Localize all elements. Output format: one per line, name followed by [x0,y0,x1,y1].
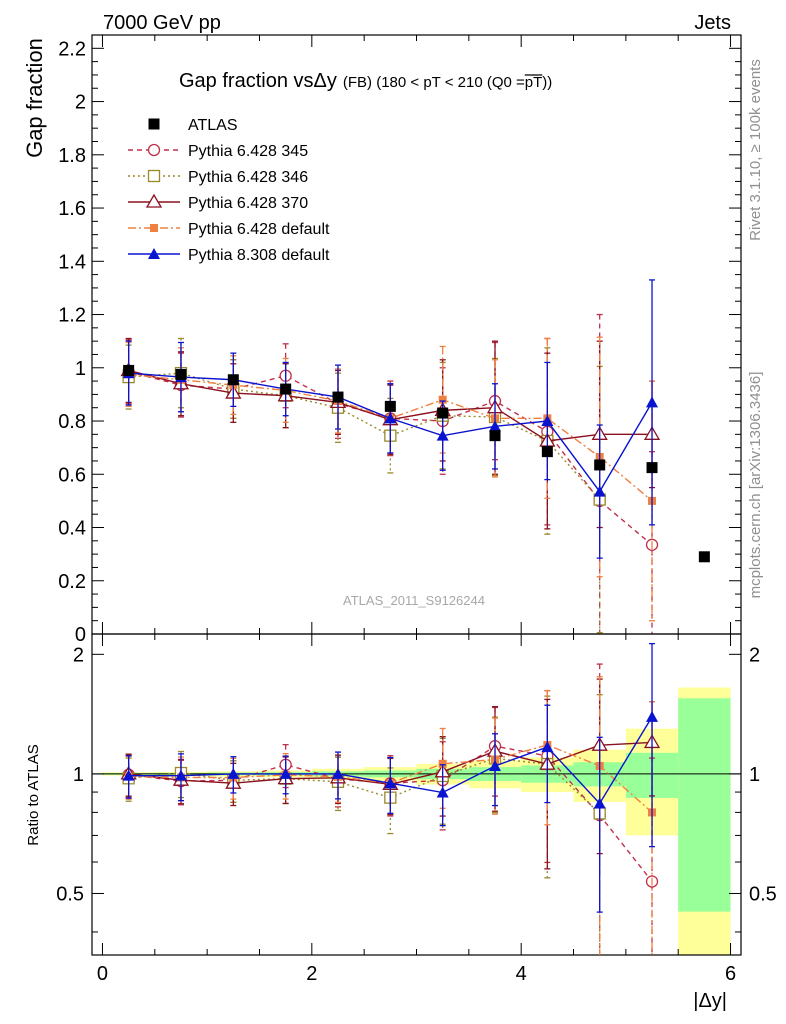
legend-label: Pythia 6.428 default [188,221,330,238]
band-inner [678,698,731,912]
ratio-axis-label: Ratio to ATLAS [25,744,42,845]
y-tick-label: 0.6 [58,464,86,486]
atlas-point [489,430,501,442]
title-main: Gap fraction vs [179,70,314,92]
data-point [227,767,240,779]
data-point [489,420,502,432]
y-tick-label: 1.2 [58,305,86,327]
ratio-tick-label: 1 [749,764,760,786]
ratio-tick-label: 1 [73,764,84,786]
data-point [593,797,606,809]
y-tick-label: 2.2 [58,38,86,60]
atlas-point [594,459,606,471]
legend-label: Pythia 6.428 346 [188,169,308,186]
data-point [438,395,447,404]
data-point [436,429,449,441]
data-point [489,759,502,771]
series-line [128,745,653,882]
atlas-point [175,368,187,380]
atlas-point [384,400,396,412]
data-point [331,767,344,779]
atlas-point [280,383,292,395]
title-overlined: pT [525,74,543,91]
atlas-point [123,364,135,376]
x-axis-label: |Δy| [693,990,727,1012]
legend-marker [148,118,160,130]
y-tick-label: 1.6 [58,198,86,220]
atlas-point [698,551,710,563]
y-tick-label: 0.8 [58,411,86,433]
header-jets: Jets [694,12,731,34]
legend-marker [148,248,160,259]
data-point [541,415,554,427]
y-tick-label: 1 [75,358,86,380]
ratio-panel: 0 2 4 6 0.5 0.5 1 1 2 2 [56,633,777,985]
mcplots-source-label: mcplots.cern.ch [arXiv:1306.3436] [747,372,764,599]
legend-marker [147,143,161,157]
ratio-series-4 [122,642,659,913]
data-point [436,786,449,798]
legend-label: Pythia 8.308 default [188,247,330,264]
data-point [646,396,659,408]
data-point [541,741,554,753]
data-point [438,759,447,768]
atlas-point [541,446,553,458]
legend-marker [147,169,161,183]
ratio-tick-label: 0.5 [749,883,777,905]
data-point [593,485,606,497]
rivet-version-label: Rivet 3.1.10, ≥ 100k events [747,59,764,241]
y-tick-label: 1.8 [58,145,86,167]
atlas-point [437,407,449,419]
y-tick-label: 0 [75,624,86,646]
data-point [122,769,135,781]
data-point [279,767,292,779]
title-end: )) [542,74,552,91]
series-line [128,372,601,501]
data-point [384,777,397,789]
header-energy: 7000 GeV pp [103,12,221,34]
ratio-tick-label: 0.5 [56,883,84,905]
x-tick-label: 6 [725,963,736,985]
y-tick-label: 0.4 [58,518,86,540]
ratio-tick-label: 2 [73,644,84,666]
chart-title: Gap fraction vsΔy (FB) (180 < pT < 210 (Q… [179,70,552,92]
legend-marker [145,193,163,208]
legend-label: Pythia 6.428 370 [188,195,308,212]
y-axis-label: Gap fraction [22,38,47,158]
legend-label: Pythia 6.428 345 [188,143,308,160]
y-tick-label: 2 [75,92,86,114]
atlas-point [332,391,344,403]
legend: ATLAS Pythia 6.428 345 Pythia 6.428 346 Pyt… [128,117,330,264]
data-point [646,710,659,722]
main-panel: 0 0.2 0.4 0.6 0.8 1 1.2 1.4 1.6 1.8 2 2.2 [58,34,742,646]
atlas-data-points [123,364,710,563]
y-tick-label: 1.4 [58,251,86,273]
analysis-watermark: ATLAS_2011_S9126244 [343,593,485,608]
atlas-point [227,374,239,386]
x-tick-label: 2 [306,963,317,985]
title-variable: Δy [314,70,337,92]
series-line [128,373,653,502]
data-point [174,769,187,781]
atlas-point [646,462,658,474]
x-tick-label: 0 [97,963,108,985]
data-point [384,412,397,424]
ratio-tick-label: 2 [749,644,760,666]
legend-label: ATLAS [188,117,238,134]
y-tick-label: 0.2 [58,571,86,593]
legend-marker [150,224,158,232]
title-tail: (FB) (180 < pT < 210 (Q0 = [343,74,525,91]
x-tick-label: 4 [516,963,527,985]
